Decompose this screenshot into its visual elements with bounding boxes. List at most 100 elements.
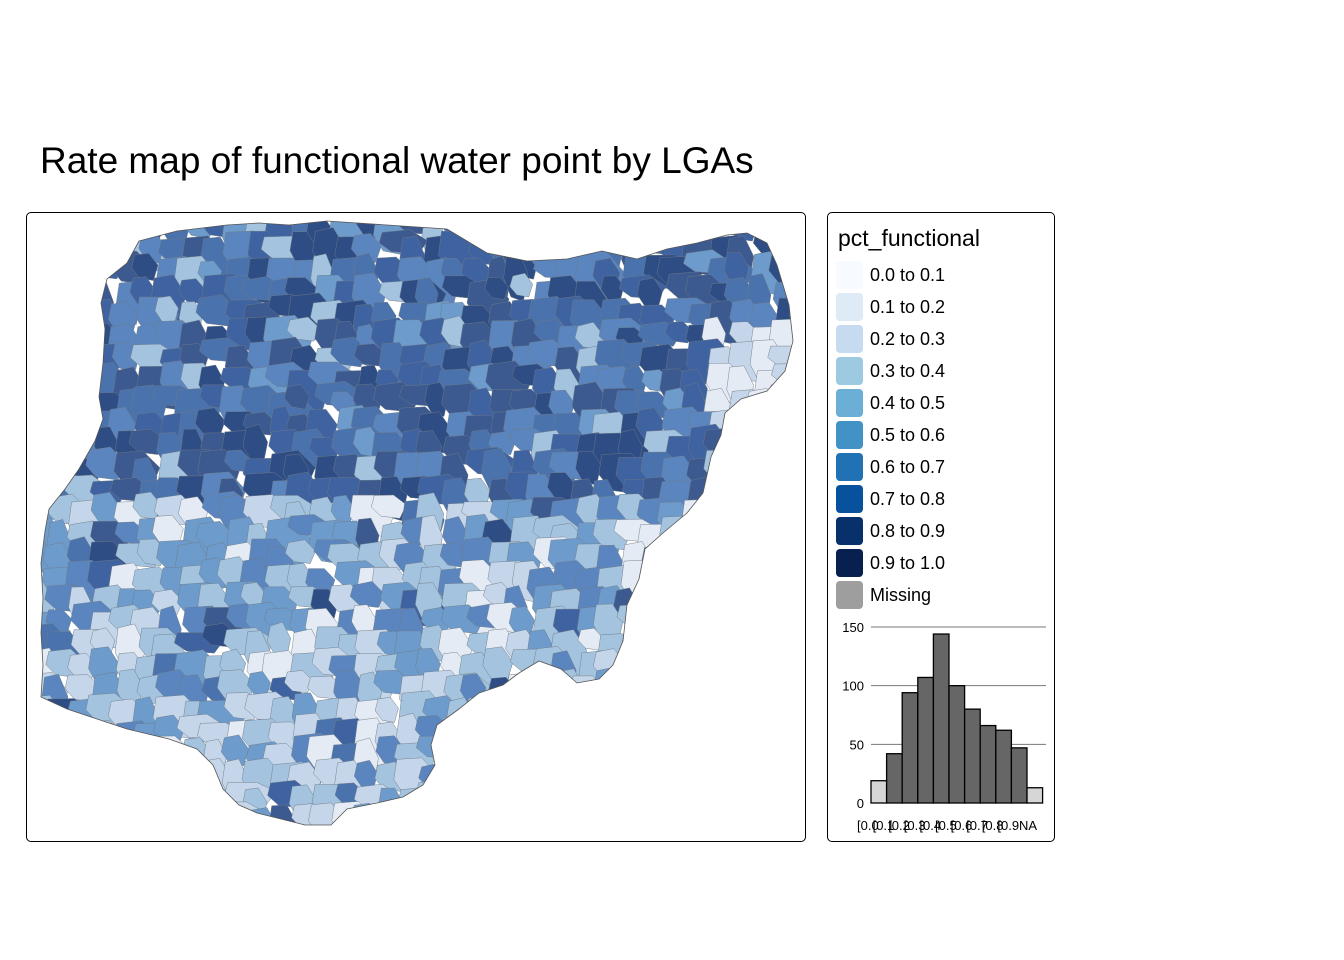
lga-polygon xyxy=(659,560,704,591)
lga-polygon xyxy=(769,221,793,241)
nigeria-choropleth-map xyxy=(40,220,806,843)
lga-polygon xyxy=(224,823,276,825)
lga-polygon xyxy=(701,587,749,625)
lga-polygon xyxy=(681,625,720,673)
lga-polygon xyxy=(729,805,768,825)
lga-polygon xyxy=(109,783,140,809)
lga-polygon xyxy=(727,651,775,692)
lga-polygon xyxy=(177,829,203,843)
legend-item: 0.7 to 0.8 xyxy=(836,483,945,515)
legend-item: 0.0 to 0.1 xyxy=(836,259,945,291)
lga-polygon xyxy=(41,252,58,293)
lga-polygon xyxy=(766,799,793,825)
lga-polygon xyxy=(46,252,87,292)
lga-polygon xyxy=(41,804,53,825)
lga-polygon xyxy=(725,428,768,468)
lga-polygon xyxy=(748,515,774,559)
y-tick-label: 150 xyxy=(842,620,864,635)
lga-polygon xyxy=(553,785,584,811)
lga-polygon xyxy=(744,625,782,677)
lga-polygon xyxy=(371,494,407,519)
lga-polygon xyxy=(597,741,647,768)
lga-polygon xyxy=(47,361,87,407)
lga-polygon xyxy=(733,828,757,842)
lga-polygon xyxy=(794,236,806,269)
legend-label: 0.5 to 0.6 xyxy=(870,424,946,445)
lga-polygon xyxy=(66,221,110,237)
lga-polygon xyxy=(688,712,733,746)
lga-polygon xyxy=(461,714,493,760)
lga-polygon xyxy=(683,584,734,628)
lga-polygon xyxy=(592,221,632,256)
lga-polygon xyxy=(766,480,793,526)
lga-polygon xyxy=(773,693,793,721)
lga-polygon xyxy=(350,233,382,263)
lga-polygon xyxy=(618,714,667,738)
legend-label: 0.2 to 0.3 xyxy=(870,328,946,349)
lga-polygon xyxy=(665,824,698,825)
lga-polygon xyxy=(663,623,714,669)
lga-polygon xyxy=(505,672,558,717)
legend-label: 0.3 to 0.4 xyxy=(870,360,946,381)
lga-polygon xyxy=(662,584,702,623)
lga-polygon xyxy=(41,781,69,811)
lga-polygon xyxy=(355,821,388,825)
legend-label: 0.6 to 0.7 xyxy=(870,456,946,477)
lga-polygon xyxy=(701,740,737,774)
lga-polygon xyxy=(768,612,793,636)
lga-polygon xyxy=(731,631,778,655)
lga-polygon xyxy=(664,540,711,566)
lga-polygon xyxy=(415,779,459,809)
lga-polygon xyxy=(459,803,487,825)
lga-polygon xyxy=(682,522,734,556)
lga-polygon xyxy=(526,805,572,825)
lga-polygon xyxy=(575,700,613,734)
lga-polygon xyxy=(137,779,163,819)
lga-polygon xyxy=(95,830,140,842)
lga-polygon xyxy=(594,698,638,731)
lga-polygon xyxy=(597,767,645,810)
lga-polygon xyxy=(745,560,793,587)
map-panel xyxy=(26,212,806,842)
lga-polygon xyxy=(532,674,578,712)
lga-polygon xyxy=(747,586,780,628)
lga-polygon xyxy=(704,672,737,706)
lga-polygon xyxy=(329,829,364,842)
lga-polygon xyxy=(799,434,806,457)
lga-polygon xyxy=(618,654,646,675)
legend-panel: pct_functional 0.0 to 0.1 0.1 to 0.2 0.2 t… xyxy=(827,212,1055,842)
lga-polygon xyxy=(725,454,763,476)
lga-polygon xyxy=(615,696,662,749)
lga-polygon xyxy=(547,742,591,792)
lga-polygon xyxy=(512,221,558,250)
lga-polygon xyxy=(441,717,484,755)
lga-polygon xyxy=(640,803,677,825)
lga-polygon xyxy=(570,759,615,800)
histogram-bar xyxy=(963,708,981,804)
lga-polygon xyxy=(576,778,613,803)
lga-polygon xyxy=(459,744,500,770)
lga-polygon xyxy=(438,807,477,825)
legend-item: 0.9 to 1.0 xyxy=(836,547,945,579)
legend-swatch xyxy=(836,389,863,417)
legend-swatch xyxy=(836,261,863,289)
lga-polygon xyxy=(725,409,775,456)
lga-polygon xyxy=(749,471,792,519)
x-tick-label: [0.8 xyxy=(982,818,1004,833)
x-tick-label: [0.2 xyxy=(888,818,910,833)
lga-polygon xyxy=(724,716,764,765)
legend-swatch xyxy=(836,453,863,481)
histogram-bar xyxy=(979,724,997,804)
lga-polygon xyxy=(203,806,244,825)
lga-polygon xyxy=(486,697,537,746)
histogram-bar xyxy=(948,685,966,804)
lga-polygon xyxy=(684,741,728,782)
lga-polygon xyxy=(41,450,63,495)
lga-polygon xyxy=(641,546,668,577)
lga-polygon xyxy=(331,801,375,825)
lga-polygon xyxy=(510,786,545,813)
legend-label: Missing xyxy=(870,584,932,605)
lga-polygon xyxy=(550,822,602,825)
x-tick-label: [0.9 xyxy=(997,818,1019,833)
legend-swatch xyxy=(836,325,863,353)
